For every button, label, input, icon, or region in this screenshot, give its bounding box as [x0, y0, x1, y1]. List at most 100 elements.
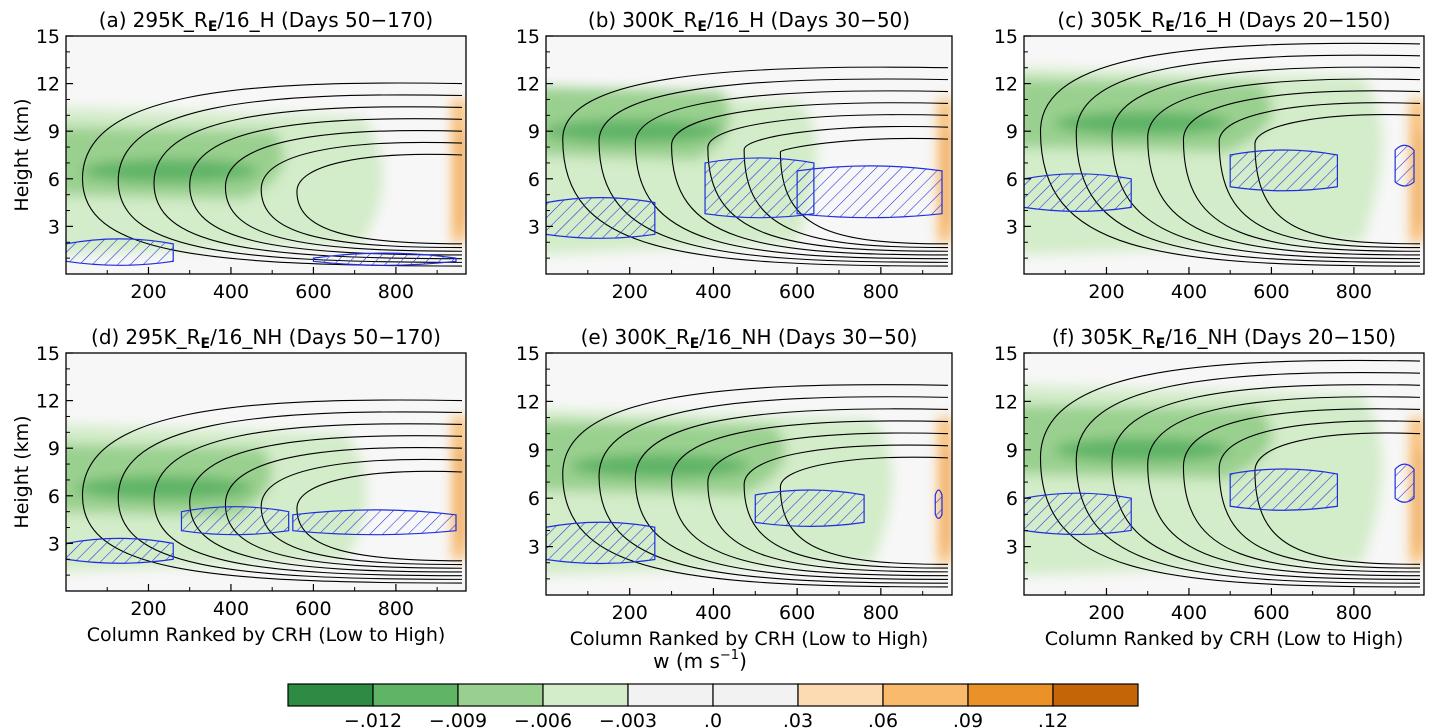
hatch-region: [1024, 492, 1132, 536]
colorbar-label: .09: [953, 710, 983, 728]
x-tick-label: 200: [130, 281, 166, 303]
colorbar-swatch: [882, 683, 969, 707]
x-tick-label: 800: [1336, 602, 1372, 624]
contour-line: [598, 396, 949, 584]
contour-line: [189, 118, 463, 256]
colorbar-label: .12: [1038, 710, 1068, 728]
contour-line: [224, 130, 463, 252]
contour-line: [634, 90, 949, 260]
panel-experiment: 300K_R: [615, 325, 690, 349]
contour-line: [779, 137, 949, 245]
panel-label: (a): [99, 8, 127, 32]
contour-line: [1254, 114, 1421, 245]
colorbar-swatch: [627, 683, 714, 707]
colorbar-label: .0: [704, 710, 722, 728]
panel-label: (c): [1057, 8, 1084, 32]
panel-d: 3 6 9 12 15 200 400 600 800 (d) 295K_RE/16_NH (Day…: [11, 325, 467, 646]
hatch-region: [754, 489, 865, 527]
x-tick-label: 800: [863, 602, 899, 624]
y-tick-label: 6: [48, 486, 60, 508]
panel-experiment: 295K_R: [133, 8, 208, 32]
colorbar-label: −.009: [429, 710, 487, 728]
contour-line: [224, 447, 463, 569]
panel-title-rest: /16_H (Days 20−150): [1175, 8, 1391, 32]
y-tick-label: 3: [48, 216, 60, 238]
contour-line: [117, 94, 463, 263]
panel-label: (e): [581, 325, 609, 349]
x-tick-label: 600: [779, 281, 815, 303]
y-tick-label: 3: [48, 533, 60, 555]
panel-title: (c) 305K_RE/16_H (Days 20−150): [1057, 8, 1390, 35]
y-tick-label: 15: [36, 26, 60, 48]
colorbar-swatch: [372, 683, 459, 707]
contour-line: [1039, 42, 1421, 267]
panel-e: 3 6 9 12 15 200 400 600 800 (e) 300K_RE/16_NH (Day…: [516, 325, 953, 650]
colorbar-label: −.003: [599, 710, 657, 728]
contour-line: [153, 423, 463, 577]
contour-line: [562, 384, 949, 588]
plot-area: [1024, 353, 1424, 595]
y-axis-label: Height (km): [11, 98, 33, 211]
hatch-region: [1024, 173, 1132, 212]
panel-title: (d) 295K_RE/16_NH (Days 50−170): [91, 325, 441, 352]
y-tick-label: 3: [528, 537, 540, 559]
y-tick-label: 9: [528, 440, 540, 462]
contour-line: [1075, 54, 1421, 263]
contour-line: [1218, 420, 1421, 569]
colorbar-title: w (m s−1): [653, 648, 747, 673]
y-tick-label: 3: [1006, 537, 1018, 559]
contour-line: [1075, 372, 1421, 584]
panel-title-rest: /16_NH (Days 20−150): [1165, 325, 1396, 349]
shade-orange-core: [1418, 131, 1424, 227]
plot-area: [66, 36, 466, 274]
x-tick-label: 400: [695, 602, 731, 624]
hatch-region: [180, 506, 290, 536]
shading: [1024, 68, 1424, 255]
y-tick-label: 15: [516, 343, 540, 365]
x-tick-label: 600: [1253, 281, 1289, 303]
x-axis-label: Column Ranked by CRH (Low to High): [87, 624, 446, 646]
contour-line: [634, 408, 949, 580]
colorbar-swatch: [797, 683, 884, 707]
panel-title-rest: /16_NH (Days 30−50): [699, 325, 917, 349]
x-tick-label: 200: [1088, 602, 1124, 624]
x-tick-label: 400: [1171, 602, 1207, 624]
contour-line: [260, 458, 463, 566]
hatch-region: [934, 489, 943, 519]
panel-c: 3 6 9 12 15 200 400 600 800 (c) 305K_RE/16_H (Days…: [994, 8, 1425, 303]
panel-experiment: 305K_R: [1081, 325, 1156, 349]
colorbar: −.012 −.009 −.006 −.003 .0 .03 .06 .09 .12 w (m s…: [287, 648, 1139, 728]
contours: [562, 384, 949, 588]
contour-line: [189, 435, 463, 573]
y-tick-label: 9: [1006, 440, 1018, 462]
x-tick-label: 200: [130, 598, 166, 620]
contour-line: [81, 82, 463, 267]
y-tick-label: 12: [36, 74, 60, 96]
plot-frame: [65, 352, 467, 592]
y-tick-label: 12: [994, 391, 1018, 413]
shade-orange-core: [946, 131, 952, 227]
colorbar-label: .03: [783, 710, 813, 728]
colorbar-label: −.006: [514, 710, 572, 728]
hatch-region: [1229, 468, 1338, 511]
panel-subscript: E: [208, 19, 218, 35]
panel-experiment: 305K_R: [1090, 8, 1165, 32]
plot-area: [1024, 36, 1424, 274]
panel-label: (b): [588, 8, 616, 32]
hatch-region: [1394, 463, 1415, 503]
panel-experiment: 295K_R: [125, 325, 200, 349]
plot-area: [546, 353, 952, 595]
x-tick-label: 600: [1253, 602, 1289, 624]
y-tick-label: 12: [516, 74, 540, 96]
plot-frame: [1023, 35, 1425, 275]
contour-line: [1111, 384, 1421, 580]
shading: [66, 99, 466, 255]
shade-orange-core: [460, 131, 466, 227]
hatch-region: [796, 165, 943, 219]
contours: [1039, 42, 1421, 267]
colorbar-title-exponent: −1: [720, 648, 739, 663]
shade-dark-green: [81, 158, 258, 183]
hatch-region: [1229, 149, 1338, 192]
y-tick-label: 9: [48, 438, 60, 460]
x-tick-label: 600: [295, 281, 331, 303]
